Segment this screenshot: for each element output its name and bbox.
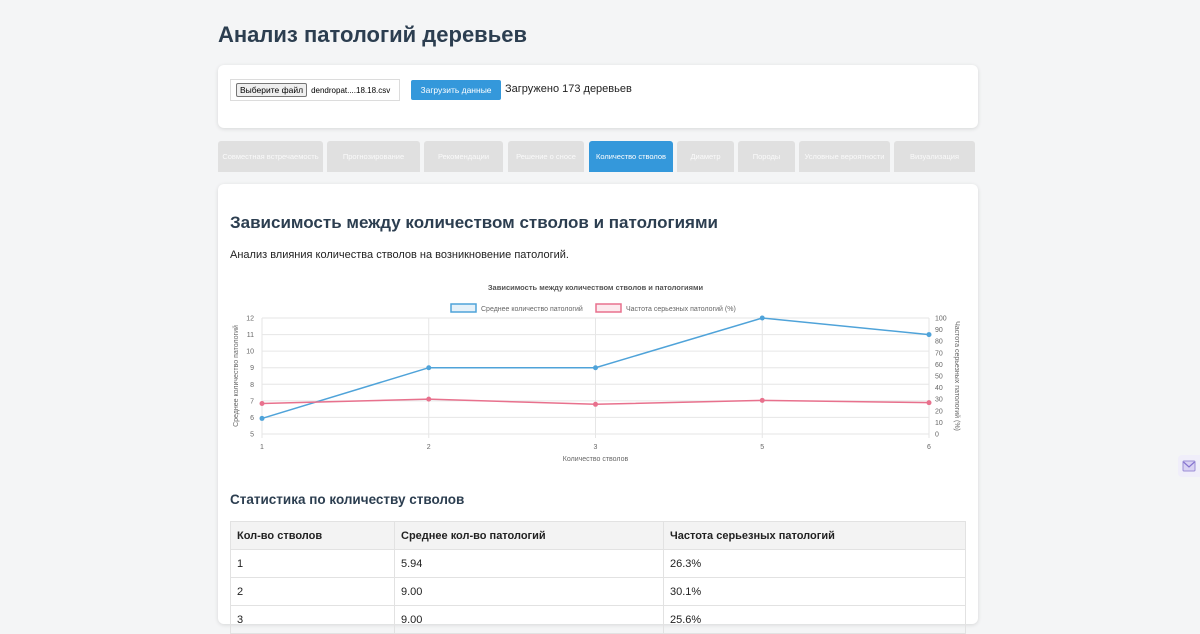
data-point <box>259 400 265 406</box>
y2-tick-label: 90 <box>935 327 943 334</box>
data-point <box>426 365 432 371</box>
y-tick-label: 12 <box>246 316 254 323</box>
data-point <box>593 401 598 407</box>
y2-tick-label: 60 <box>935 362 943 369</box>
y-tick-label: 10 <box>246 349 254 356</box>
cell-avg-pathologies: 5.94 <box>394 549 664 578</box>
x-tick-label: 6 <box>927 444 931 451</box>
legend-swatch <box>595 303 622 313</box>
legend-label: Частота серьезных патологий (%) <box>626 305 736 313</box>
chart-title: Зависимость между количеством стволов и … <box>488 283 704 292</box>
file-input[interactable]: Выберите файл dendropat....18.18.csv <box>230 79 400 101</box>
x-tick-label: 2 <box>427 444 431 451</box>
data-point <box>926 332 932 338</box>
y2-tick-label: 70 <box>935 350 943 357</box>
y-axis-title: Среднее количество патологий <box>232 325 240 427</box>
tab-forecasting[interactable]: Прогнозирование <box>327 141 420 172</box>
y-tick-label: 6 <box>250 415 254 422</box>
legend-swatch <box>450 303 477 313</box>
choose-file-button[interactable]: Выберите файл <box>236 83 308 97</box>
column-header: Кол-во стволов <box>230 521 395 550</box>
cell-avg-pathologies: 9.00 <box>394 577 664 606</box>
section-description: Анализ влияния количества стволов на воз… <box>230 249 569 261</box>
tab-conditional-probabilities[interactable]: Условные вероятности <box>799 141 890 172</box>
y2-tick-label: 30 <box>935 397 943 404</box>
column-header: Частота серьезных патологий <box>663 521 966 550</box>
tab-species[interactable]: Породы <box>738 141 795 172</box>
x-tick-label: 5 <box>760 444 764 451</box>
load-status: Загружено 173 деревьев <box>505 83 632 95</box>
tab-recommendations[interactable]: Рекомендации <box>424 141 503 172</box>
y-tick-label: 11 <box>247 332 254 339</box>
section-title: Зависимость между количеством стволов и … <box>230 213 718 232</box>
y2-tick-label: 10 <box>935 420 943 427</box>
cell-serious-rate: 25.6% <box>663 605 966 634</box>
tab-visualization[interactable]: Визуализация <box>894 141 975 172</box>
table-row: 1 5.94 26.3% <box>230 549 966 578</box>
data-point <box>593 365 598 371</box>
mail-widget-button[interactable] <box>1178 455 1200 477</box>
y-tick-label: 9 <box>250 365 254 372</box>
y2-tick-label: 80 <box>935 339 943 346</box>
y2-axis-title: Частота серьезных патологий (%) <box>953 321 961 431</box>
cell-stem-count: 2 <box>230 577 395 606</box>
y2-tick-label: 20 <box>935 408 943 415</box>
data-point <box>759 397 765 403</box>
mail-icon <box>1182 460 1196 472</box>
tab-cooccurrence[interactable]: Совместная встречаемость <box>218 141 323 172</box>
stats-table: Кол-во стволов Среднее кол-во патологий … <box>230 521 966 634</box>
stem-pathology-chart: Зависимость между количеством стволов и … <box>232 283 961 463</box>
x-tick-label: 3 <box>594 444 598 451</box>
upload-card: Выберите файл dendropat....18.18.csv Заг… <box>218 65 978 128</box>
data-point <box>759 315 765 321</box>
stats-title: Статистика по количеству стволов <box>230 492 465 507</box>
cell-serious-rate: 26.3% <box>663 549 966 578</box>
tab-removal-decision[interactable]: Решение о сносе <box>508 141 584 172</box>
y-tick-label: 8 <box>250 382 254 389</box>
y2-tick-label: 100 <box>935 316 947 323</box>
y-tick-label: 5 <box>250 432 254 439</box>
cell-stem-count: 3 <box>230 605 395 634</box>
column-header: Среднее кол-во патологий <box>394 521 664 550</box>
x-axis-title: Количество стволов <box>563 456 629 463</box>
y2-tick-label: 40 <box>935 385 943 392</box>
page-title: Анализ патологий деревьев <box>218 22 527 47</box>
table-row: 3 9.00 25.6% <box>230 605 966 634</box>
data-point <box>259 415 265 421</box>
tab-bar: Совместная встречаемость Прогнозирование… <box>218 141 978 172</box>
cell-stem-count: 1 <box>230 549 395 578</box>
y-tick-label: 7 <box>250 398 254 405</box>
data-point <box>426 396 432 402</box>
table-header-row: Кол-во стволов Среднее кол-во патологий … <box>230 521 966 550</box>
legend-label: Среднее количество патологий <box>481 305 583 313</box>
tab-diameter[interactable]: Диаметр <box>677 141 734 172</box>
y2-tick-label: 50 <box>935 374 943 381</box>
y2-tick-label: 0 <box>935 432 939 439</box>
tab-stem-count[interactable]: Количество стволов <box>589 141 673 172</box>
content-card: Зависимость между количеством стволов и … <box>218 184 978 634</box>
table-row: 2 9.00 30.1% <box>230 577 966 606</box>
cell-avg-pathologies: 9.00 <box>394 605 664 634</box>
file-name: dendropat....18.18.csv <box>311 85 391 95</box>
data-point <box>926 400 932 406</box>
load-data-button[interactable]: Загрузить данные <box>411 80 501 100</box>
x-tick-label: 1 <box>260 444 264 451</box>
cell-serious-rate: 30.1% <box>663 577 966 606</box>
